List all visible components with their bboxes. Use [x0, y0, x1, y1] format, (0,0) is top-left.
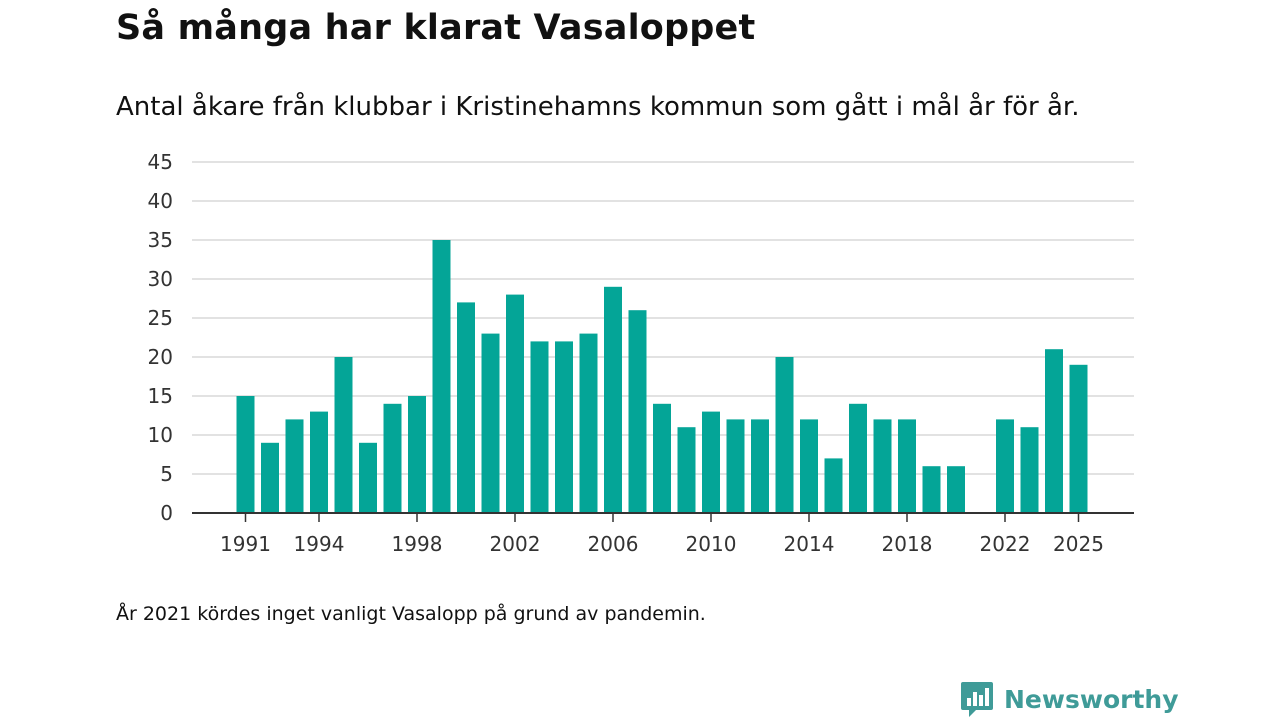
bar-2009	[677, 427, 696, 513]
bar-2014	[800, 419, 818, 513]
y-tick-label-0: 0	[160, 501, 173, 525]
chart-subtitle: Antal åkare från klubbar i Kristinehamns…	[116, 92, 1080, 122]
bar-2001	[481, 333, 500, 513]
bar-2020	[947, 466, 965, 513]
bar-2013	[775, 357, 794, 513]
bar-2010	[702, 411, 720, 513]
bar-1998	[408, 396, 426, 513]
x-tick-label-1998: 1998	[392, 532, 443, 556]
y-tick-label-45: 45	[148, 150, 173, 174]
bar-1995	[334, 357, 353, 513]
y-tick-label-35: 35	[148, 228, 173, 252]
bar-2005	[579, 333, 598, 513]
x-tick-label-2025: 2025	[1053, 532, 1104, 556]
brand-name: Newsworthy	[1004, 684, 1179, 714]
bar-1996	[359, 442, 377, 513]
bar-2017	[873, 419, 892, 513]
y-tick-label-40: 40	[148, 189, 173, 213]
x-tick-label-2014: 2014	[784, 532, 835, 556]
x-tick-label-2002: 2002	[490, 532, 541, 556]
y-tick-label-15: 15	[148, 384, 173, 408]
footnote: År 2021 kördes inget vanligt Vasalopp på…	[116, 603, 706, 625]
x-tick-label-2006: 2006	[588, 532, 639, 556]
bar-2025	[1069, 364, 1088, 513]
bar-2002	[506, 294, 524, 513]
bars	[236, 240, 1088, 513]
x-tick-label-2010: 2010	[686, 532, 737, 556]
bar-2004	[555, 341, 573, 513]
bar-2016	[849, 403, 867, 513]
x-axis-ticks: 1991 1994 1998 2002 2006 2010 2014 2018 2022 2025	[220, 513, 1104, 556]
bar-1997	[383, 403, 402, 513]
bar-1993	[285, 419, 304, 513]
bar-1992	[261, 442, 279, 513]
brand-logo: Newsworthy	[960, 680, 1179, 718]
bar-2012	[751, 419, 769, 513]
bar-2015	[824, 458, 843, 513]
chart-title: Så många har klarat Vasaloppet	[116, 8, 756, 48]
y-tick-label-20: 20	[148, 345, 173, 369]
x-tick-label-1991: 1991	[220, 532, 271, 556]
bar-2024	[1045, 349, 1063, 513]
x-tick-label-2022: 2022	[980, 532, 1031, 556]
y-tick-label-5: 5	[160, 462, 173, 486]
bar-2003	[530, 341, 549, 513]
y-axis-ticks: 0 5 10 15 20 25 30 35 40 45	[148, 150, 173, 525]
bar-2000	[457, 302, 475, 513]
x-tick-label-1994: 1994	[294, 532, 345, 556]
bar-1994	[310, 411, 328, 513]
x-tick-label-2018: 2018	[882, 532, 933, 556]
bar-2011	[726, 419, 745, 513]
bar-2023	[1020, 427, 1039, 513]
y-tick-label-25: 25	[148, 306, 173, 330]
bar-2008	[653, 403, 671, 513]
newsworthy-logo-icon	[961, 682, 993, 717]
gridlines	[192, 161, 1134, 475]
bar-2006	[604, 286, 622, 513]
bar-1999	[432, 240, 451, 513]
bar-1991	[236, 396, 255, 513]
y-tick-label-10: 10	[148, 423, 173, 447]
bar-2022	[996, 419, 1014, 513]
bar-2019	[922, 466, 941, 513]
bar-2007	[628, 310, 647, 513]
bar-2018	[898, 419, 916, 513]
y-tick-label-30: 30	[148, 267, 173, 291]
